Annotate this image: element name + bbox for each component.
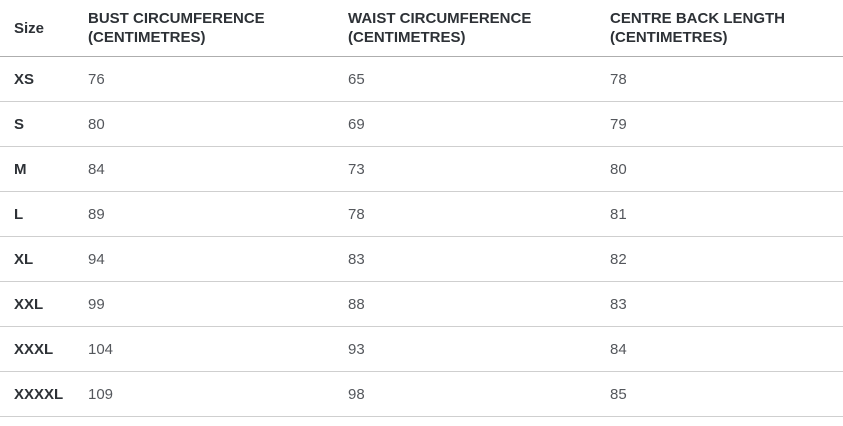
waist-value: 69 xyxy=(348,101,610,147)
bust-value: 89 xyxy=(88,191,348,237)
back-length-value: 78 xyxy=(610,56,843,102)
bust-value: 84 xyxy=(88,146,348,192)
size-cell: XXXL xyxy=(0,326,88,372)
column-header-back-length: CENTRE BACK LENGTH (CENTIMETRES) xyxy=(610,0,843,57)
table-row: XXXXL 109 98 85 xyxy=(0,371,843,417)
back-length-value: 80 xyxy=(610,146,843,192)
waist-value: 98 xyxy=(348,371,610,417)
size-cell: XXL xyxy=(0,281,88,327)
back-length-value: 81 xyxy=(610,191,843,237)
back-length-value: 82 xyxy=(610,236,843,282)
size-cell: S xyxy=(0,101,88,147)
bust-value: 94 xyxy=(88,236,348,282)
size-cell: XS xyxy=(0,56,88,102)
header-row: Size BUST CIRCUMFERENCE (CENTIMETRES) WA… xyxy=(0,0,843,57)
table-row: XL 94 83 82 xyxy=(0,236,843,282)
back-length-value: 85 xyxy=(610,371,843,417)
column-header-size: Size xyxy=(0,0,88,57)
size-cell: M xyxy=(0,146,88,192)
size-cell: L xyxy=(0,191,88,237)
waist-value: 78 xyxy=(348,191,610,237)
column-header-bust: BUST CIRCUMFERENCE (CENTIMETRES) xyxy=(88,0,348,57)
bust-value: 99 xyxy=(88,281,348,327)
column-header-waist: WAIST CIRCUMFERENCE (CENTIMETRES) xyxy=(348,0,610,57)
table-row: XXL 99 88 83 xyxy=(0,281,843,327)
size-cell: XXXXL xyxy=(0,371,88,417)
size-chart-table: Size BUST CIRCUMFERENCE (CENTIMETRES) WA… xyxy=(0,0,843,417)
waist-value: 65 xyxy=(348,56,610,102)
back-length-value: 83 xyxy=(610,281,843,327)
waist-value: 93 xyxy=(348,326,610,372)
table-row: S 80 69 79 xyxy=(0,101,843,147)
waist-value: 88 xyxy=(348,281,610,327)
table-row: XS 76 65 78 xyxy=(0,56,843,102)
back-length-value: 84 xyxy=(610,326,843,372)
back-length-value: 79 xyxy=(610,101,843,147)
table-row: XXXL 104 93 84 xyxy=(0,326,843,372)
table-row: M 84 73 80 xyxy=(0,146,843,192)
size-cell: XL xyxy=(0,236,88,282)
bust-value: 104 xyxy=(88,326,348,372)
bust-value: 109 xyxy=(88,371,348,417)
bust-value: 80 xyxy=(88,101,348,147)
waist-value: 73 xyxy=(348,146,610,192)
bust-value: 76 xyxy=(88,56,348,102)
table-row: L 89 78 81 xyxy=(0,191,843,237)
waist-value: 83 xyxy=(348,236,610,282)
